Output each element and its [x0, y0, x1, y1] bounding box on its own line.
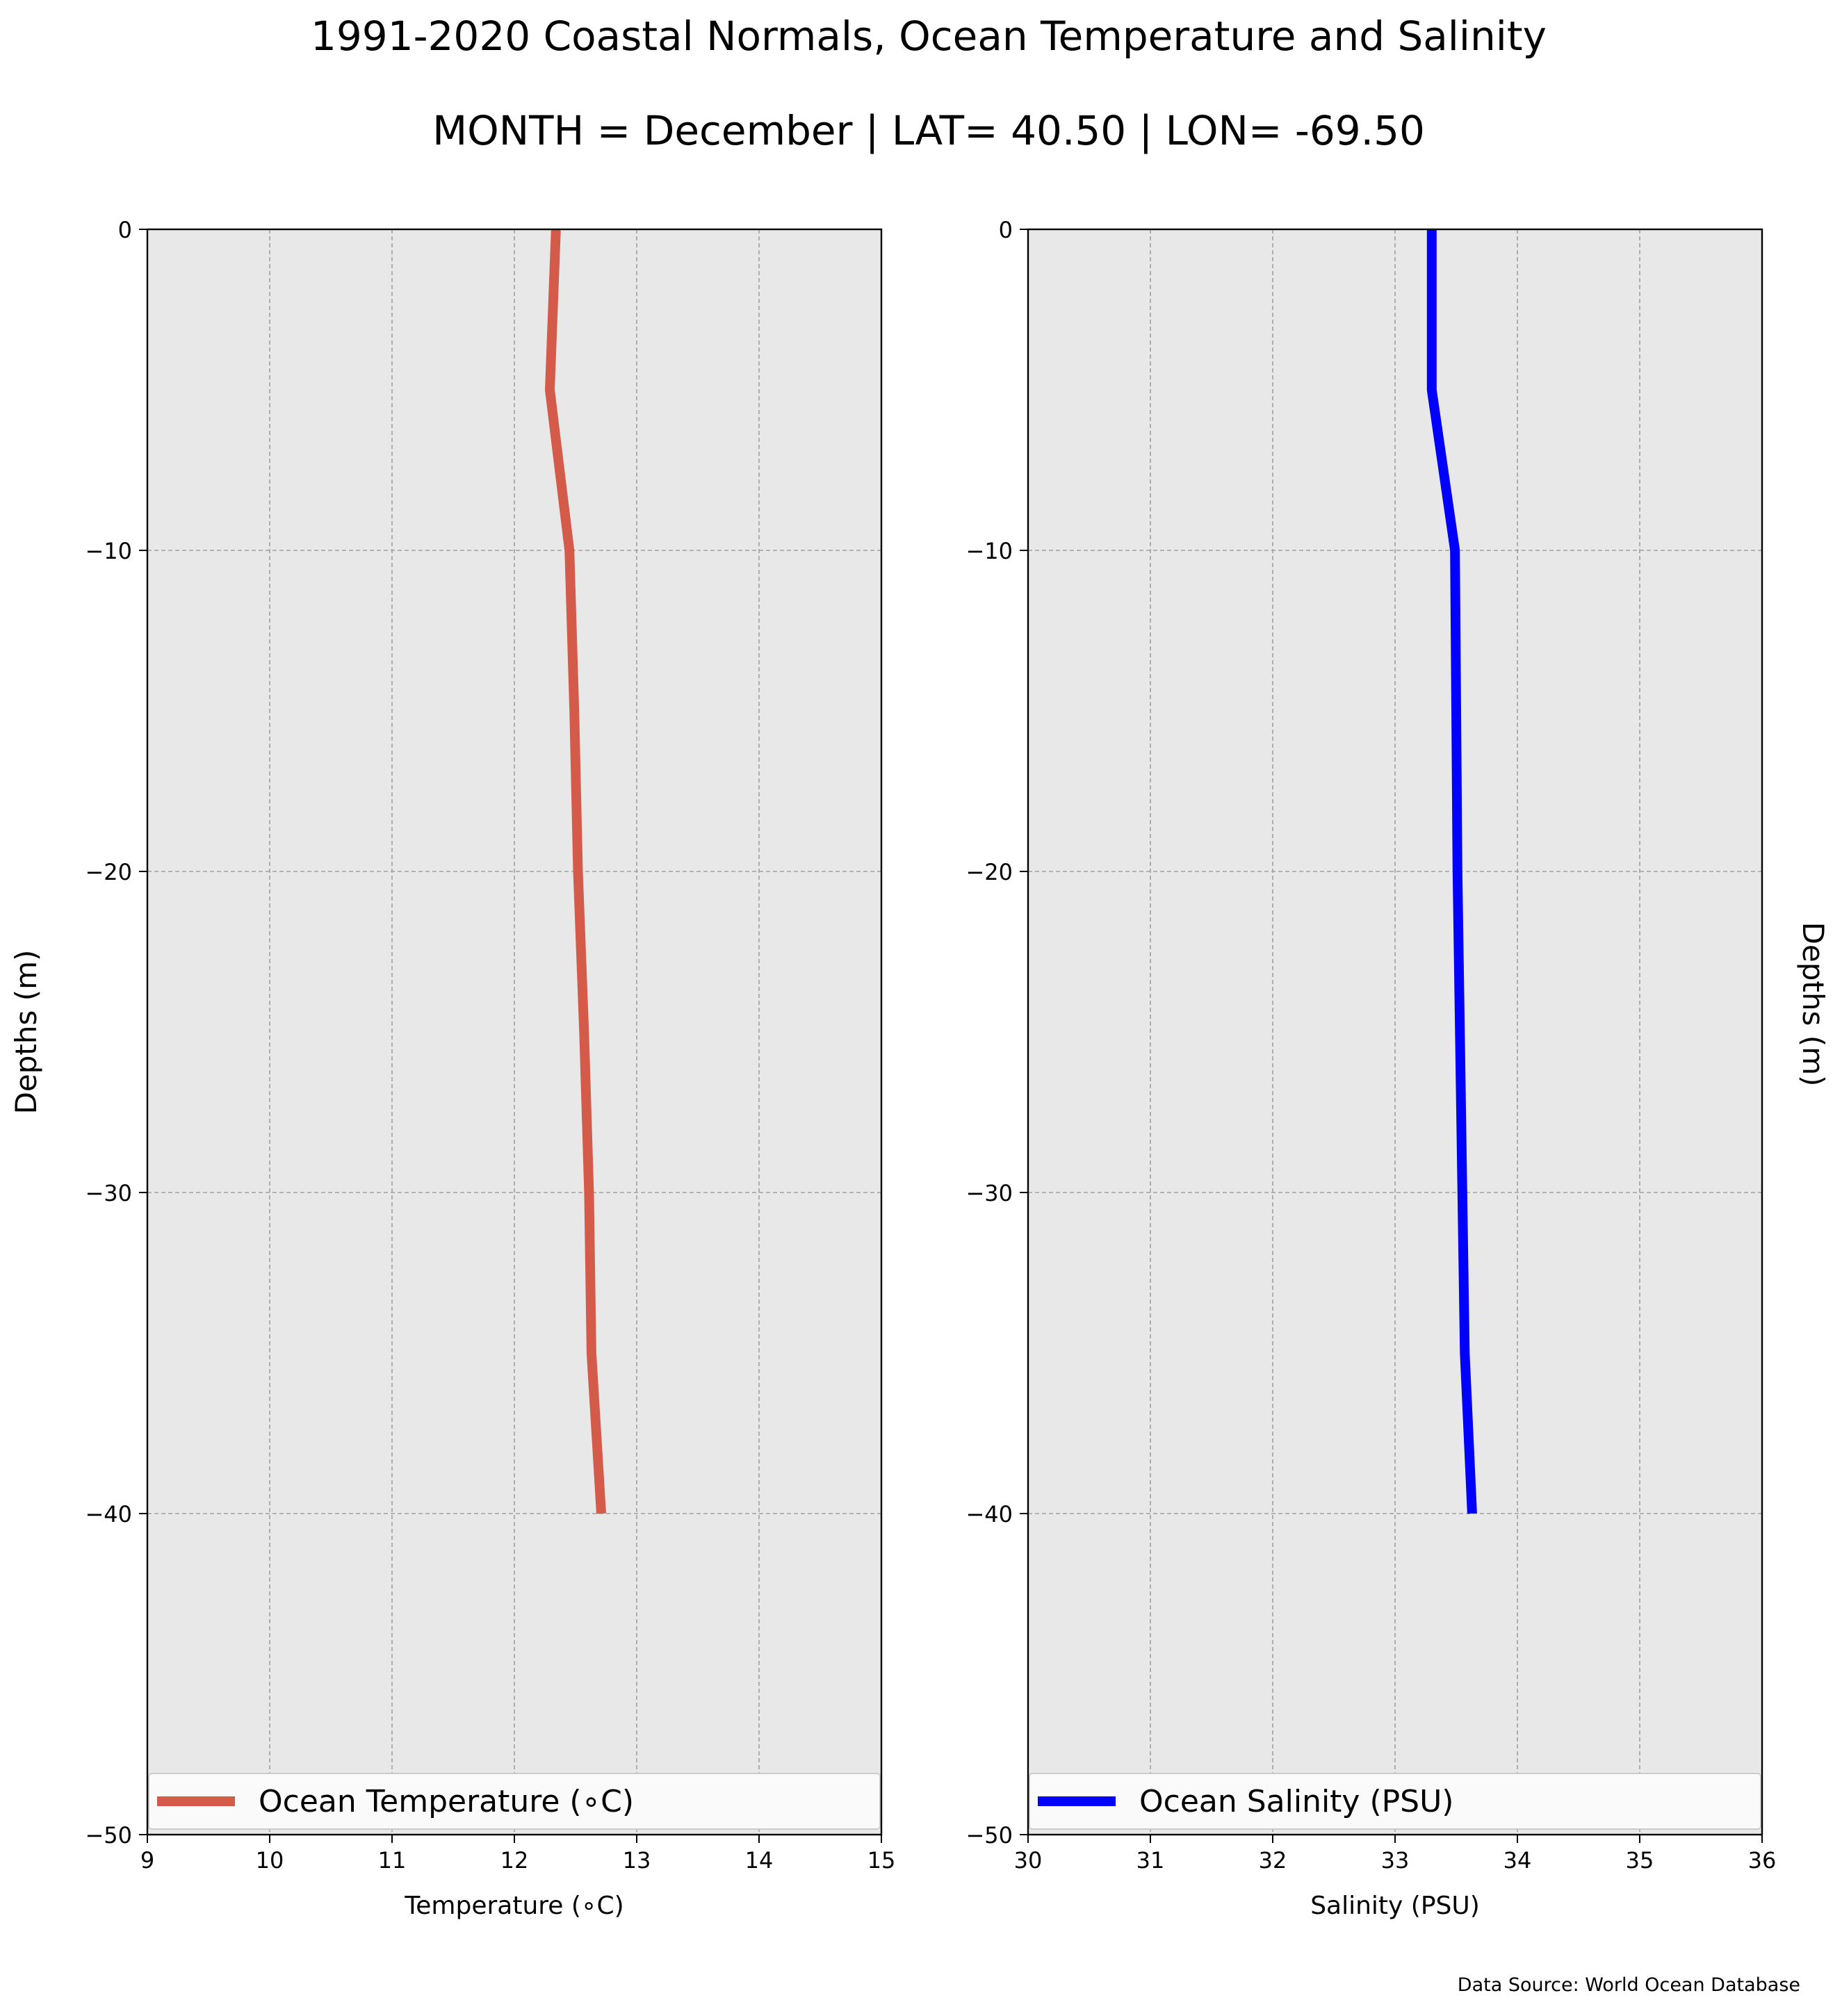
y-tick-label: 0	[118, 217, 132, 243]
y-tick-label: −30	[85, 1180, 132, 1206]
data-source-note: Data Source: World Ocean Database	[1458, 1974, 1800, 1996]
x-axis-label: Salinity (PSU)	[1310, 1892, 1480, 1920]
y-axis-label: Depths (m)	[9, 950, 43, 1115]
x-tick-label: 36	[1748, 1847, 1777, 1874]
y-tick-label: 0	[999, 217, 1013, 243]
y-tick-label: −10	[85, 538, 132, 564]
y-tick-label: −50	[85, 1822, 132, 1849]
x-tick-label: 34	[1503, 1847, 1532, 1874]
legend-label: Ocean Salinity (PSU)	[1139, 1784, 1453, 1819]
x-tick-label: 31	[1136, 1847, 1165, 1874]
temperature-panel: Ocean Temperature (∘C) 9 10 11 12 13 14 15 0 −10 −…	[9, 217, 895, 1920]
y-tick-label: −30	[965, 1180, 1013, 1206]
x-tick-label: 35	[1626, 1847, 1654, 1874]
salinity-panel: Ocean Salinity (PSU) 30 31 32 33 34 35 36 0 −10 −2…	[965, 217, 1830, 1920]
legend-box	[148, 1773, 881, 1830]
y-axis-label: Depths (m)	[1796, 922, 1830, 1087]
y-tick-label: −10	[965, 538, 1013, 564]
series-line	[544, 229, 606, 1514]
figure-subtitle: MONTH = December | LAT= 40.50 | LON= -69…	[432, 107, 1425, 154]
x-tick-label: 11	[378, 1847, 407, 1874]
x-tick-label: 12	[500, 1847, 529, 1874]
series-line	[1426, 229, 1477, 1514]
y-tick-label: −20	[965, 859, 1013, 885]
y-tick-label: −40	[85, 1501, 132, 1527]
legend-box	[1029, 1773, 1761, 1830]
x-tick-label: 15	[867, 1847, 896, 1874]
x-tick-label: 9	[140, 1847, 154, 1874]
y-tick-label: −20	[85, 859, 132, 885]
x-tick-label: 33	[1381, 1847, 1410, 1874]
figure-title: 1991-2020 Coastal Normals, Ocean Tempera…	[311, 13, 1547, 60]
x-tick-label: 10	[256, 1847, 284, 1874]
y-tick-label: −40	[965, 1501, 1013, 1527]
legend-label: Ocean Temperature (∘C)	[259, 1784, 634, 1819]
x-axis-label: Temperature (∘C)	[404, 1892, 623, 1920]
x-tick-label: 32	[1259, 1847, 1287, 1874]
y-tick-label: −50	[965, 1822, 1013, 1849]
x-tick-label: 13	[623, 1847, 651, 1874]
x-tick-label: 14	[745, 1847, 774, 1874]
x-tick-label: 30	[1014, 1847, 1043, 1874]
